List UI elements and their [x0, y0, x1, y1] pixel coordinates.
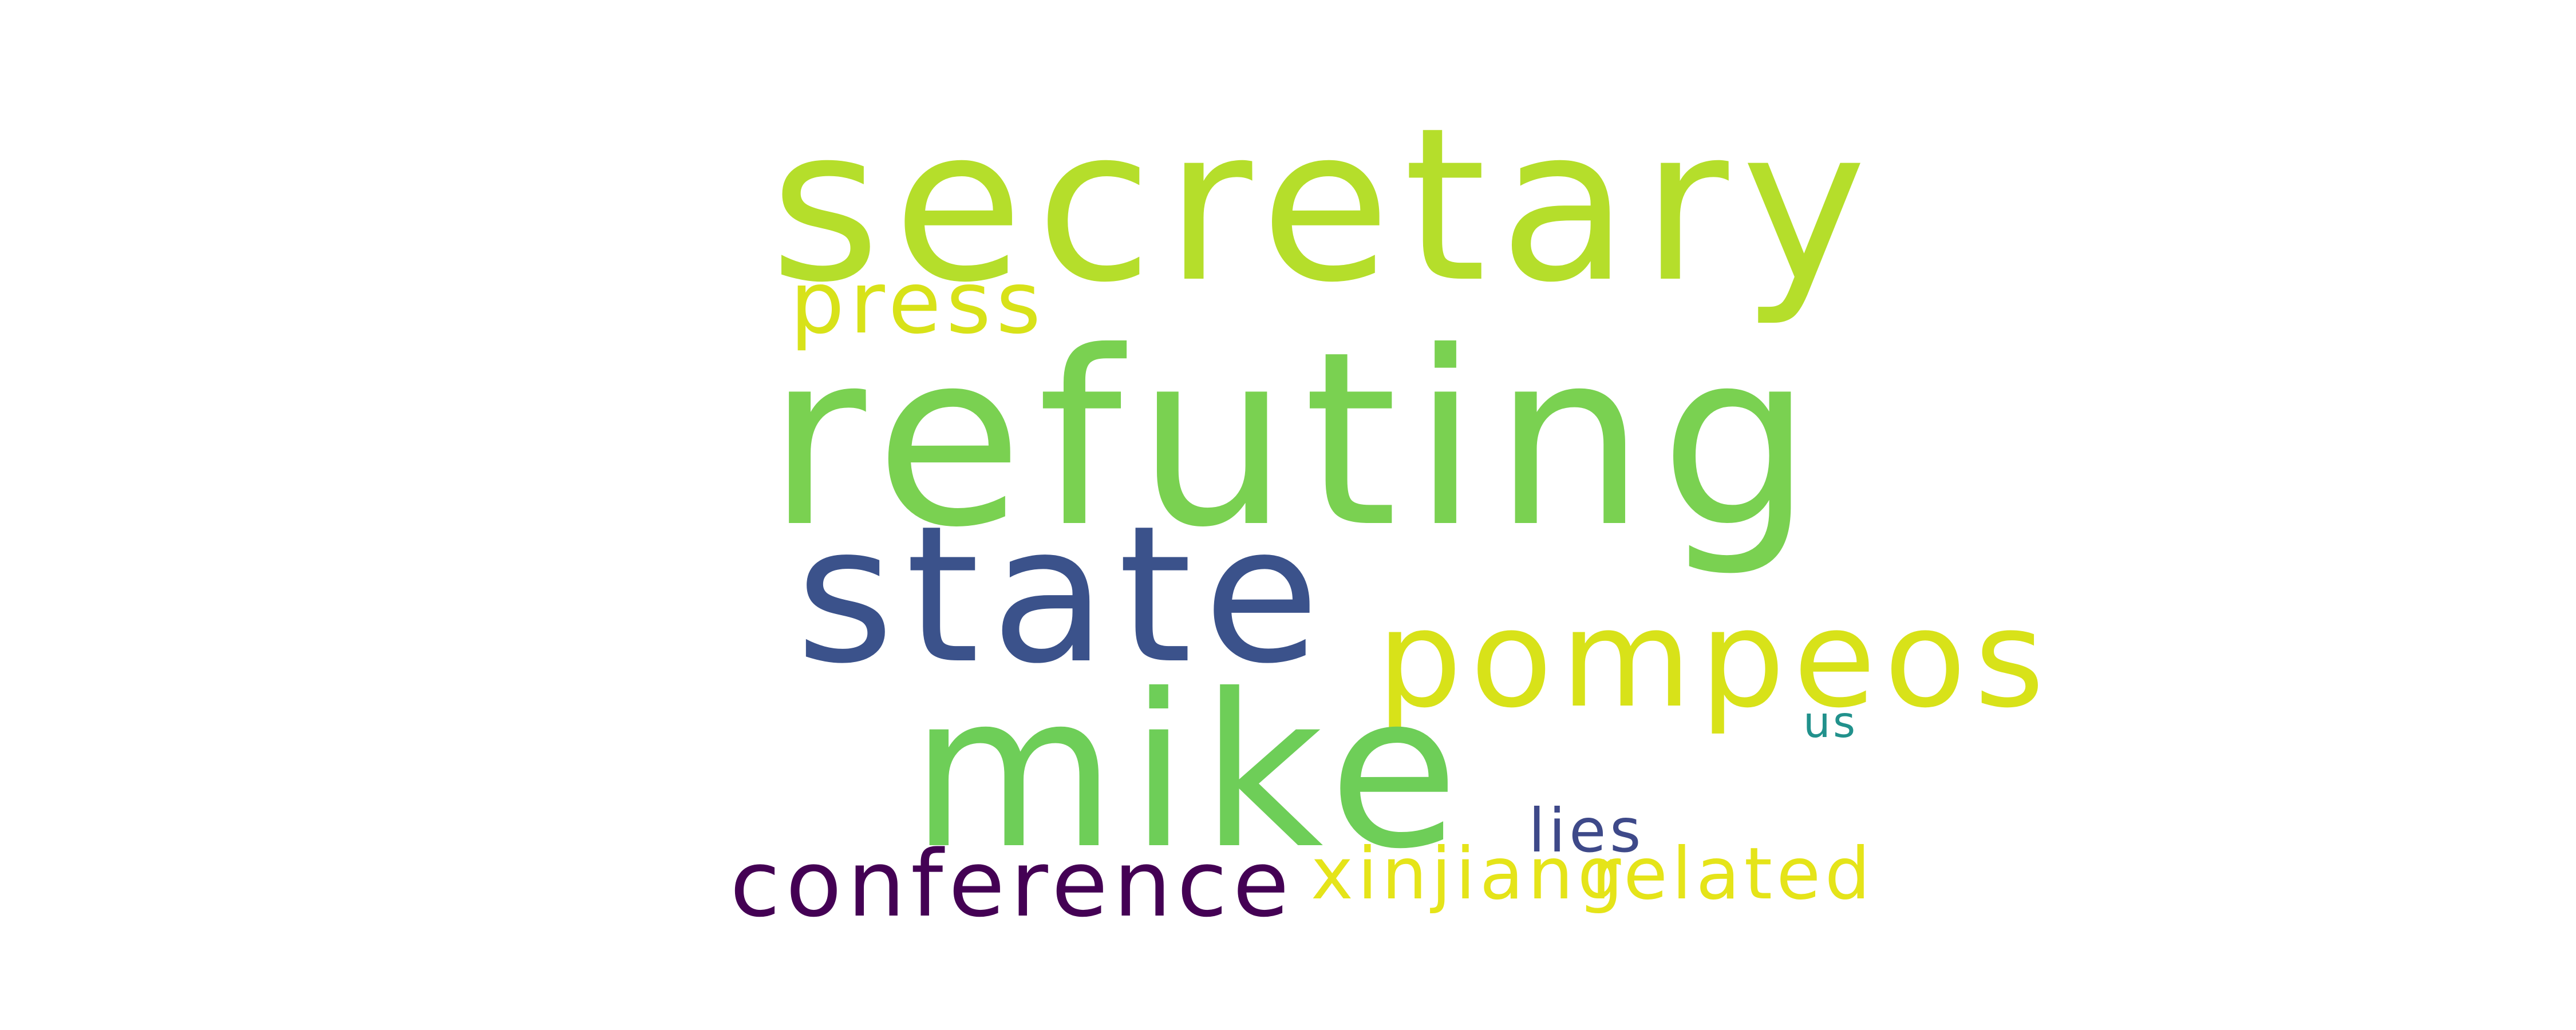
word-refuting: refuting	[767, 300, 1827, 580]
word-us: us	[1803, 697, 1858, 747]
word-lies: lies	[1528, 796, 1645, 866]
word-press: press	[790, 253, 1046, 353]
word-state: state	[796, 485, 1331, 705]
word-mike: mike	[910, 649, 1472, 896]
word-xinjiang: xinjiang	[1311, 833, 1627, 916]
word-conference: conference	[730, 830, 1295, 937]
word-related: related	[1591, 833, 1875, 916]
word-pompeos: pompeos	[1377, 581, 2053, 738]
word-secretary: secretary	[770, 83, 1880, 329]
